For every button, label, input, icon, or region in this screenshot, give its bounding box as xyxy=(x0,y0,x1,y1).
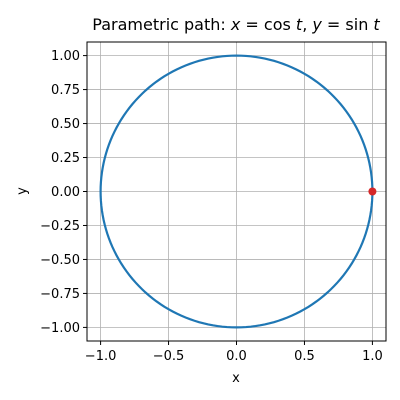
y-tick-label: −0.75 xyxy=(40,287,80,302)
y-tick-label: 0.00 xyxy=(51,185,80,200)
x-tick-label: 0.0 xyxy=(226,349,247,364)
y-tick-label: 0.75 xyxy=(51,83,80,98)
plot-data xyxy=(99,54,377,329)
title-sin: sin xyxy=(345,15,368,34)
ticks: −1.0 −0.5 0.0 0.5 1.0 1.00 0.75 0.50 0.25 0.00 −0.… xyxy=(40,49,383,364)
y-tick-label: −1.00 xyxy=(40,321,80,336)
x-tick-label: −0.5 xyxy=(153,349,185,364)
y-axis-label: y xyxy=(15,187,30,195)
title-y-var: y xyxy=(311,15,322,34)
title-cos: cos xyxy=(264,15,291,34)
y-tick-label: −0.25 xyxy=(40,219,80,234)
y-tick-label: 0.25 xyxy=(51,151,80,166)
x-axis-label: x xyxy=(232,371,240,386)
title-x-var: x xyxy=(230,15,241,34)
y-tick-label: −0.50 xyxy=(40,253,80,268)
parametric-path-line xyxy=(99,54,374,329)
title-equals-1: = xyxy=(240,15,264,34)
y-tick-label: 1.00 xyxy=(51,49,80,64)
title-prefix: Parametric path: xyxy=(92,15,231,34)
title-t-1: t xyxy=(291,15,303,34)
title-comma: , xyxy=(302,15,312,34)
x-tick-label: −1.0 xyxy=(85,349,117,364)
x-tick-label: 1.0 xyxy=(362,349,383,364)
x-tick-label: 0.5 xyxy=(294,349,315,364)
start-point-marker xyxy=(368,187,377,196)
y-tick-label: 0.50 xyxy=(51,117,80,132)
title-equals-2: = xyxy=(322,15,346,34)
title-t-2: t xyxy=(368,15,380,34)
chart-title: Parametric path: x = cos t, y = sin t xyxy=(92,15,380,34)
